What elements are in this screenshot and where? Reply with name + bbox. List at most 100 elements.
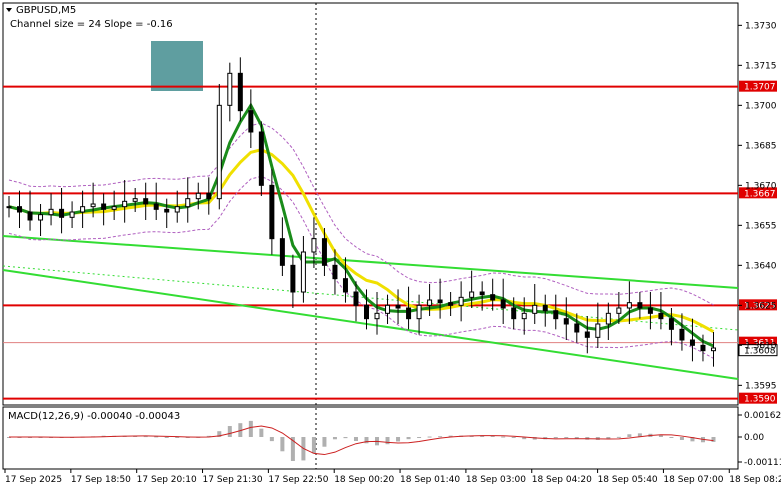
candle-body (38, 214, 44, 221)
level-1-3590-tag (739, 392, 777, 404)
candle-body (6, 206, 12, 209)
candle-body (269, 184, 275, 240)
candle-body (427, 299, 433, 306)
macd-title: MACD(12,26,9) -0.00040 -0.00043 (8, 411, 180, 422)
macd-histogram-bar (511, 437, 516, 439)
channel-upper-line[interactable] (2, 235, 739, 289)
macd-histogram-bar (238, 423, 243, 437)
candle-body (647, 307, 653, 314)
macd-histogram-bar (448, 435, 453, 437)
macd-histogram-bar (322, 437, 327, 447)
time-tick-label: 18 Sep 08:20 (729, 475, 781, 485)
macd-histogram-bar (133, 435, 138, 437)
candle-body (48, 208, 54, 216)
candle-body (616, 307, 622, 314)
time-tick-label: 17 Sep 2025 (5, 475, 62, 485)
candle-body (258, 131, 264, 186)
candle-body (143, 198, 149, 205)
macd-tick-label: -0.00111 (744, 458, 781, 468)
candle-body (59, 208, 65, 218)
channel-lower-line[interactable] (2, 269, 739, 380)
macd-histogram-bar (553, 437, 558, 439)
price-tick-label: 1.3685 (745, 141, 777, 151)
macd-histogram-bar (417, 437, 422, 438)
price-tick-label: 1.3700 (745, 101, 777, 111)
macd-histogram-bar (269, 437, 274, 442)
time-tick-label: 18 Sep 04:20 (532, 475, 592, 485)
macd-histogram-bar (227, 426, 232, 437)
price-tick-label: 1.3610 (745, 341, 777, 351)
candle-body (595, 323, 601, 338)
candle-body (153, 203, 159, 210)
macd-histogram-bar (206, 435, 211, 437)
candle-body (605, 312, 611, 325)
candle-body (216, 104, 222, 200)
candle-body (490, 294, 496, 301)
price-tick-label: 1.3625 (745, 301, 777, 311)
macd-histogram-bar (564, 437, 569, 438)
candle-body (206, 192, 212, 200)
candle-body (279, 238, 285, 266)
macd-histogram-bar (343, 437, 348, 439)
level-1-3667-tag (739, 187, 777, 199)
symbol-title: GBPUSD,M5 (16, 5, 76, 16)
time-tick-label: 18 Sep 03:00 (466, 475, 526, 485)
candle-body (458, 296, 464, 306)
candle-body (195, 192, 201, 200)
candle-body (553, 310, 559, 320)
dropdown-triangle-icon[interactable] (6, 8, 12, 12)
candle-body (637, 302, 643, 309)
candle-body (174, 206, 180, 213)
time-tick-label: 17 Sep 22:50 (268, 475, 328, 485)
candle-body (164, 208, 170, 213)
candle-body (311, 238, 317, 253)
macd-histogram-bar (259, 428, 264, 437)
candle-body (385, 304, 391, 314)
macd-histogram-bar (154, 436, 159, 438)
macd-tick-label: 0.00162 (744, 411, 781, 421)
macd-histogram-bar (574, 437, 579, 439)
candle-body (416, 304, 422, 320)
candle-body (237, 72, 243, 112)
macd-histogram-bar (637, 433, 642, 437)
macd-histogram-bar (669, 437, 674, 438)
level-1-3625-tag-label: 1.3625 (744, 301, 776, 311)
macd-histogram-bar (522, 437, 527, 440)
macd-histogram-bar (606, 437, 611, 440)
candle-body (658, 312, 664, 320)
macd-histogram-bar (217, 431, 222, 437)
time-tick-label: 18 Sep 00:20 (334, 475, 394, 485)
macd-histogram-bar (501, 436, 506, 438)
candle-body (574, 323, 580, 333)
candle-body (122, 200, 128, 208)
candle-body (700, 344, 706, 352)
price-tick-label: 1.3730 (745, 21, 777, 31)
candle-body (395, 304, 401, 309)
macd-tick-label: 0.00 (744, 433, 764, 443)
candle-body (479, 291, 485, 296)
macd-histogram-bar (364, 437, 369, 444)
macd-panel-frame (2, 406, 739, 470)
candle-body (364, 304, 369, 320)
current-price-tag (738, 344, 778, 357)
macd-histogram-bar (332, 437, 337, 440)
level-1-3707-tag (739, 80, 777, 92)
time-tick-label: 18 Sep 07:00 (663, 475, 723, 485)
ma-slow-line[interactable] (8, 148, 715, 333)
macd-histogram-bar (280, 437, 285, 452)
candle-body (300, 251, 306, 293)
candle-body (689, 339, 695, 346)
macd-histogram-bar (385, 437, 390, 445)
time-tick-label: 18 Sep 05:40 (598, 475, 658, 485)
price-tick-label: 1.3655 (745, 221, 777, 231)
candle-body (521, 312, 527, 320)
candle-body (710, 347, 716, 352)
candle-body (17, 206, 23, 213)
macd-histogram-bar (164, 437, 169, 438)
price-tick-label: 1.3670 (745, 181, 777, 191)
candle-body (290, 264, 296, 293)
level-1-3667-tag-label: 1.3667 (744, 189, 776, 199)
candle-body (500, 299, 506, 309)
bollinger-lower (8, 175, 714, 359)
